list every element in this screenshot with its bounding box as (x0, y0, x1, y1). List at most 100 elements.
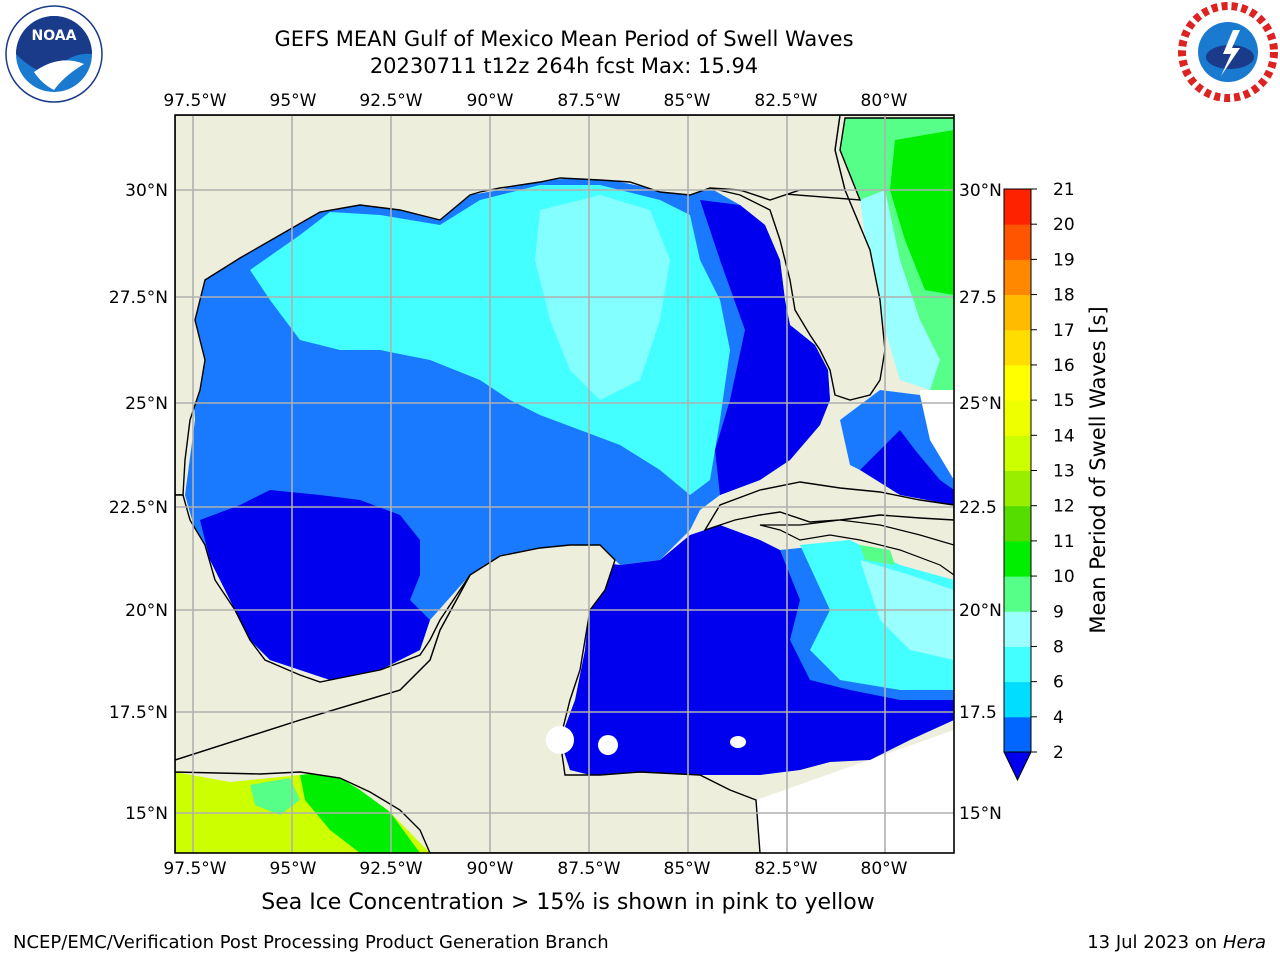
colorbar-tick-label: 18 (1053, 286, 1075, 306)
map-panel (175, 115, 954, 853)
island (730, 736, 746, 748)
colorbar-tick-label: 13 (1053, 462, 1075, 482)
noaa-logo: NOAA (4, 4, 104, 104)
chart-subtitle: 20230711 t12z 264h fcst Max: 15.94 (369, 54, 759, 78)
colorbar-tick-label: 16 (1053, 356, 1075, 376)
lon-labels-top: 97.5°W 95°W 92.5°W 90°W 87.5°W 85°W 82.5… (163, 91, 907, 111)
colorbar-tick-label: 17 (1053, 321, 1075, 341)
lat-label: 22.5°N (109, 498, 168, 518)
colorbar-segment (1004, 364, 1031, 401)
noaa-logo-text: NOAA (32, 28, 77, 44)
lon-label: 97.5°W (163, 859, 226, 879)
colorbar-tick-label: 19 (1053, 250, 1075, 270)
chart-title: GEFS MEAN Gulf of Mexico Mean Period of … (274, 27, 854, 51)
lon-label: 92.5°W (359, 91, 422, 111)
lat-label: 17.5 (959, 703, 997, 723)
pacific-light-green (250, 778, 300, 815)
colorbar-segment (1004, 540, 1031, 577)
colorbar-segment (1004, 294, 1031, 331)
lon-label: 92.5°W (359, 859, 422, 879)
colorbar-segment (1004, 259, 1031, 296)
lon-label: 80°W (861, 91, 908, 111)
lat-label: 30°N (959, 181, 1002, 201)
land-cuba-east (759, 519, 954, 576)
colorbar-segment (1004, 576, 1031, 612)
nws-logo (1178, 2, 1278, 102)
colorbar-tick-label: 8 (1053, 637, 1064, 657)
land-florida (709, 115, 954, 401)
lon-label: 95°W (270, 859, 317, 879)
lon-label: 85°W (664, 859, 711, 879)
lon-label: 90°W (467, 91, 514, 111)
colorbar-label: Mean Period of Swell Waves [s] (1086, 306, 1110, 633)
lat-label: 17.5°N (109, 703, 168, 723)
colorbar-tick-label: 14 (1053, 426, 1075, 446)
lat-label: 27.5 (959, 288, 997, 308)
straits-deep (860, 430, 954, 505)
caribbean-green-patch (860, 545, 895, 565)
colorbar-segment (1004, 400, 1031, 436)
lon-label: 87.5°W (557, 91, 620, 111)
lon-label: 87.5°W (557, 859, 620, 879)
lat-label: 20°N (959, 601, 1002, 621)
lat-label: 25°N (125, 394, 168, 414)
lat-label: 20°N (125, 601, 168, 621)
island (546, 726, 574, 754)
gulf-water-deep-east (700, 200, 830, 495)
land-yucatan (175, 544, 761, 853)
lat-labels-right: 30°N 27.5 25°N 22.5 20°N 17.5 15°N (959, 181, 1002, 824)
lon-label: 97.5°W (163, 91, 226, 111)
colorbar-segment (1004, 435, 1031, 471)
footer-left: NCEP/EMC/Verification Post Processing Pr… (13, 932, 609, 953)
colorbar-tick-label: 11 (1053, 532, 1075, 552)
lon-label: 85°W (664, 91, 711, 111)
colorbar-segment (1004, 329, 1031, 366)
footer-host: Hera (1222, 932, 1266, 953)
lat-label: 15°N (125, 804, 168, 824)
colorbar-tick-label: 9 (1053, 602, 1064, 622)
colorbar-tick-label: 4 (1053, 708, 1064, 728)
colorbar-segment (1004, 224, 1031, 260)
colorbar-tick-label: 21 (1053, 180, 1075, 200)
lon-label: 82.5°W (754, 859, 817, 879)
land-us-coast (175, 115, 846, 496)
colorbar-tick-label: 10 (1053, 567, 1075, 587)
sea-ice-note: Sea Ice Concentration > 15% is shown in … (261, 890, 875, 915)
gulf-water-deep-sw (200, 490, 430, 680)
colorbar-segment (1004, 189, 1031, 225)
atlantic-green (890, 130, 954, 295)
lat-label: 22.5 (959, 498, 997, 518)
footer-date: 13 Jul 2023 on (1087, 932, 1218, 953)
colorbar: 2 4 6 8 9 10 11 12 13 14 15 16 17 18 19 20 21 (1003, 180, 1075, 782)
colorbar-tick-label: 12 (1053, 497, 1075, 517)
lat-label: 27.5°N (109, 288, 168, 308)
gridlines (175, 115, 954, 853)
lat-label: 15°N (959, 804, 1002, 824)
lon-label: 90°W (467, 859, 514, 879)
colorbar-segment (1004, 505, 1031, 542)
footer-right: 13 Jul 2023 on Hera (1087, 932, 1266, 953)
colorbar-tick-label: 15 (1053, 391, 1075, 411)
atlantic-light-cyan (860, 190, 940, 390)
colorbar-tick-label: 6 (1053, 673, 1064, 693)
colorbar-segment (1004, 716, 1031, 753)
island (598, 735, 618, 755)
lon-labels-bottom: 97.5°W 95°W 92.5°W 90°W 87.5°W 85°W 82.5… (163, 859, 907, 879)
colorbar-tick-label: 2 (1053, 743, 1064, 763)
colorbar-segment (1004, 681, 1031, 718)
lat-label: 30°N (125, 181, 168, 201)
colorbar-tick-label: 20 (1053, 215, 1075, 235)
colorbar-segment (1004, 646, 1031, 683)
colorbar-segment (1004, 470, 1031, 507)
colorbar-underflow (1003, 751, 1032, 782)
nodata-area (756, 730, 954, 853)
lon-label: 80°W (861, 859, 908, 879)
colorbar-segment (1004, 611, 1031, 647)
lon-label: 82.5°W (754, 91, 817, 111)
map-frame (174, 114, 955, 854)
lat-labels-left: 30°N 27.5°N 25°N 22.5°N 20°N 17.5°N 15°N (109, 181, 168, 824)
land-mexico (175, 494, 471, 761)
lon-label: 95°W (270, 91, 317, 111)
lat-label: 25°N (959, 394, 1002, 414)
